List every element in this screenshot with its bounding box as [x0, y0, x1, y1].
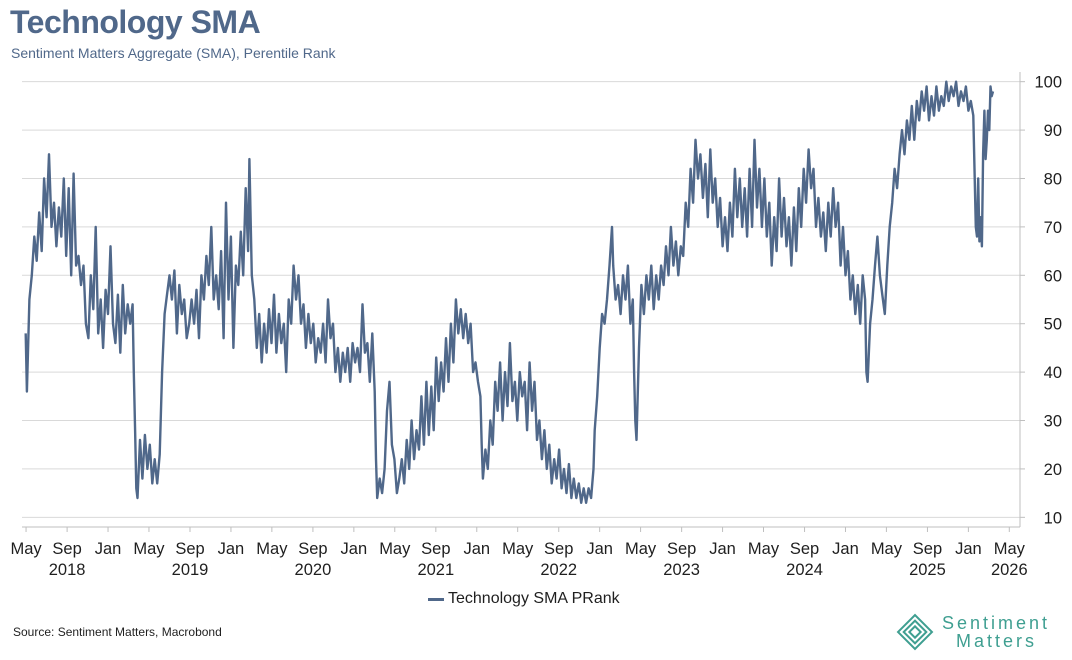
series-line-technology-sma-prank	[24, 80, 995, 504]
legend: Technology SMA PRank	[428, 590, 620, 608]
y-tick-label-80: 80	[1044, 170, 1062, 188]
x-tick-label-sep-10: Sep	[421, 540, 450, 558]
x-tick-label-may-24: May	[994, 540, 1026, 558]
x-tick-label-may-9: May	[379, 540, 411, 558]
y-tick-label-50: 50	[1044, 316, 1062, 334]
x-tick-label-jan-14: Jan	[586, 540, 613, 558]
x-tick-label-sep-16: Sep	[667, 540, 696, 558]
x-year-label-2022: 2022	[540, 561, 577, 579]
y-tick-label-100: 100	[1034, 74, 1062, 92]
x-tick-label-may-21: May	[871, 540, 903, 558]
x-tick-label-jan-5: Jan	[218, 540, 245, 558]
legend-label: Technology SMA PRank	[448, 590, 620, 607]
x-tick-label-jan-23: Jan	[955, 540, 982, 558]
x-tick-label-jan-17: Jan	[709, 540, 736, 558]
x-tick-label-sep-1: Sep	[52, 540, 81, 558]
x-tick-label-may-15: May	[625, 540, 657, 558]
x-year-label-2024: 2024	[786, 561, 823, 579]
chart-title: Technology SMA	[10, 4, 261, 40]
x-year-label-2021: 2021	[417, 561, 454, 579]
x-tick-label-sep-13: Sep	[544, 540, 573, 558]
x-tick-label-sep-19: Sep	[790, 540, 819, 558]
x-tick-label-may-12: May	[502, 540, 534, 558]
y-tick-label-60: 60	[1044, 267, 1062, 285]
y-tick-label-10: 10	[1044, 509, 1062, 527]
legend-swatch	[428, 597, 444, 601]
y-tick-label-40: 40	[1044, 364, 1062, 382]
x-year-label-2025: 2025	[909, 561, 946, 579]
source-note: Source: Sentiment Matters, Macrobond	[13, 625, 222, 639]
x-year-label-2026: 2026	[991, 561, 1028, 579]
x-year-label-2020: 2020	[295, 561, 332, 579]
y-axis: 10 20 30 40 50 60 70 80 90 100	[1019, 72, 1062, 527]
x-year-label-2019: 2019	[172, 561, 209, 579]
x-axis: May Sep 2018 Jan May Sep 2019 Jan May Sep 2020 Jan M…	[10, 526, 1028, 579]
brand-logo: Sentiment Matters	[896, 613, 1050, 651]
x-tick-label-sep-7: Sep	[298, 540, 327, 558]
chart-subtitle: Sentiment Matters Aggregate (SMA), Peren…	[11, 45, 336, 61]
x-tick-label-jan-11: Jan	[463, 540, 490, 558]
brand-line-1: Sentiment	[942, 613, 1051, 633]
y-tick-label-20: 20	[1044, 461, 1062, 479]
x-tick-label-may-0: May	[10, 540, 42, 558]
x-tick-label-sep-22: Sep	[913, 540, 942, 558]
y-tick-label-30: 30	[1044, 413, 1062, 431]
x-year-label-2018: 2018	[49, 561, 86, 579]
gridlines	[22, 81, 1020, 518]
y-tick-label-90: 90	[1044, 122, 1062, 140]
x-tick-label-jan-8: Jan	[341, 540, 368, 558]
x-year-label-2023: 2023	[663, 561, 700, 579]
x-tick-label-may-6: May	[256, 540, 288, 558]
brand-name: Sentiment Matters	[942, 614, 1050, 650]
x-tick-label-jan-2: Jan	[95, 540, 122, 558]
x-tick-label-jan-20: Jan	[832, 540, 859, 558]
y-tick-label-70: 70	[1044, 219, 1062, 237]
x-tick-label-may-18: May	[748, 540, 780, 558]
x-tick-label-may-3: May	[133, 540, 165, 558]
diamond-logo-icon	[896, 613, 934, 651]
brand-line-2: Matters	[956, 631, 1038, 651]
x-tick-label-sep-4: Sep	[175, 540, 204, 558]
